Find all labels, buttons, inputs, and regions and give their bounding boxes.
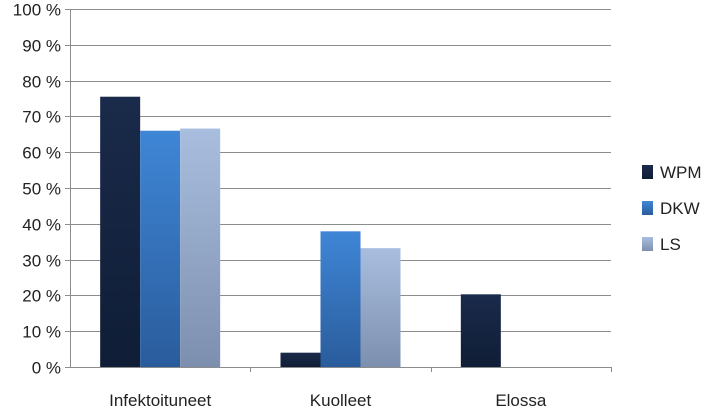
legend-swatch-ls [642, 237, 653, 251]
legend-swatch-wpm [642, 165, 653, 179]
y-tick-label: 60 % [22, 144, 61, 163]
bars [100, 96, 501, 368]
x-tick-label: Kuolleet [310, 391, 372, 407]
legend: WPM DKW LS [642, 163, 702, 254]
y-tick-label: 10 % [22, 323, 61, 342]
x-tick-label: Infektoituneet [109, 391, 211, 407]
y-tick-label: 20 % [22, 287, 61, 306]
legend-label-ls: LS [660, 235, 681, 254]
y-tick-label: 0 % [32, 359, 61, 378]
y-axis: 0 % 10 % 20 % 30 % 40 % 50 % 60 % 70 % 80 % 90 % 1… [13, 1, 71, 378]
bar-wpm-elossa [460, 294, 501, 367]
legend-swatch-dkw [642, 201, 653, 215]
legend-label-dkw: DKW [660, 199, 700, 218]
y-tick-label: 90 % [22, 37, 61, 56]
bar-dkw-infektoituneet [140, 130, 181, 367]
x-tick-label: Elossa [495, 391, 547, 407]
legend-label-wpm: WPM [660, 163, 702, 182]
y-tick-label: 30 % [22, 252, 61, 271]
bar-wpm-kuolleet [280, 352, 321, 367]
bar-ls-kuolleet [360, 248, 401, 367]
y-tick-label: 70 % [22, 108, 61, 127]
bar-dkw-kuolleet [320, 231, 361, 367]
y-tick-label: 100 % [13, 1, 61, 20]
bar-wpm-infektoituneet [100, 96, 141, 368]
y-tick-label: 40 % [22, 216, 61, 235]
bar-ls-infektoituneet [180, 128, 221, 367]
x-axis: Infektoituneet Kuolleet Elossa [70, 367, 612, 407]
y-tick-label: 80 % [22, 73, 61, 92]
y-tick-label: 50 % [22, 180, 61, 199]
